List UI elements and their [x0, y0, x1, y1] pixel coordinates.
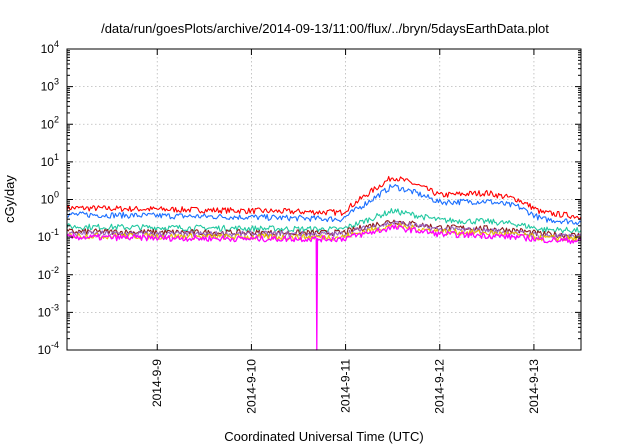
- y-tick-label: 100: [41, 190, 59, 207]
- grid: [67, 49, 581, 350]
- series-line-1: [66, 175, 582, 220]
- x-axis-label: Coordinated Universal Time (UTC): [224, 429, 423, 444]
- y-tick-label: 10-3: [38, 302, 59, 319]
- x-tick-label: 2014-9-10: [244, 359, 258, 414]
- series-line-5: [66, 220, 582, 241]
- series-line-4: [66, 219, 582, 239]
- series-line-2: [66, 184, 582, 226]
- y-tick-label: 104: [41, 39, 59, 56]
- series-line-7: [66, 224, 582, 351]
- y-axis-label: cGy/day: [2, 175, 17, 223]
- chart-title: /data/run/goesPlots/archive/2014-09-13/1…: [101, 21, 549, 36]
- y-tick-label: 101: [41, 152, 59, 169]
- y-tick-label: 10-2: [38, 265, 59, 282]
- y-tick-label: 102: [41, 114, 59, 131]
- x-axis: 2014-9-9 2014-9-10 2014-9-11 2014-9-12 2014-…: [150, 49, 541, 414]
- x-tick-label: 2014-9-12: [433, 359, 447, 414]
- y-tick-label: 10-1: [38, 227, 59, 244]
- y-tick-label: 10-4: [38, 340, 59, 357]
- x-tick-label: 2014-9-13: [527, 359, 541, 414]
- series-line-3: [66, 208, 582, 234]
- series-layer: [66, 175, 582, 351]
- x-tick-label: 2014-9-11: [339, 359, 353, 413]
- y-tick-label: 103: [41, 77, 59, 94]
- x-tick-label: 2014-9-9: [150, 359, 164, 407]
